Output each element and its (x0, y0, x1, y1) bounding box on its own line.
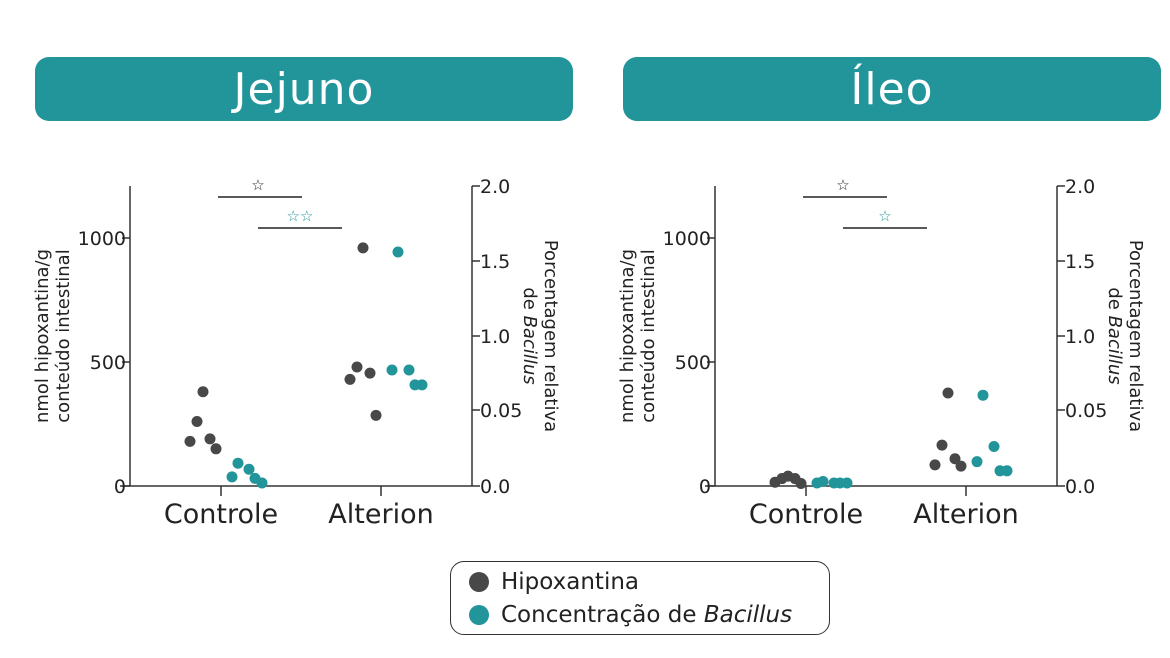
data-point-hipoxantina (936, 439, 948, 451)
y-axis-label-left: nmol hipoxantina/gconteúdo intestinal (32, 249, 74, 423)
y-axis-label-right: Porcentagem relativade Bacillus (1104, 240, 1146, 432)
x-tick-label: Controle (749, 499, 863, 530)
legend-label-bacillus-prefix: Concentração de (501, 602, 704, 628)
data-point-hipoxantina (351, 361, 363, 373)
right-tick-label: 0.05 (480, 400, 522, 422)
banner-jejuno: Jejuno (35, 57, 573, 121)
legend-item-bacillus: Concentração de Bacillus (469, 602, 792, 628)
data-point-hipoxantina (191, 416, 203, 428)
data-point-bacillus (403, 364, 415, 376)
y-axis-label-right-italic: Bacillus (519, 316, 540, 385)
data-point-bacillus (392, 246, 404, 258)
legend: Hipoxantina Concentração de Bacillus (450, 561, 830, 635)
data-point-hipoxantina (344, 373, 356, 385)
data-point-hipoxantina (370, 409, 382, 421)
data-point-bacillus (226, 471, 238, 483)
right-tick-label: 0.0 (1065, 476, 1095, 498)
data-point-hipoxantina (197, 386, 209, 398)
data-point-bacillus (1001, 465, 1013, 477)
data-point-bacillus (841, 477, 853, 489)
y-axis-label-right-line: Porcentagem relativa (540, 240, 561, 432)
right-tick-label: 2.0 (480, 176, 510, 198)
banner-jejuno-title: Jejuno (233, 63, 375, 115)
data-point-bacillus (811, 477, 823, 489)
right-tick-label: 1.5 (480, 251, 510, 273)
y-axis-label-right: Porcentagem relativade Bacillus (519, 240, 561, 432)
data-point-hipoxantina (210, 443, 222, 455)
legend-item-hipoxantina: Hipoxantina (469, 569, 639, 595)
chart-jejuno: 0 500 1000 0.0 0.05 1.0 1.5 2.0 Controle Alterion… (32, 176, 561, 530)
banner-ileo: Íleo (623, 57, 1161, 121)
significance-label: ☆ (878, 207, 891, 225)
data-point-hipoxantina (184, 435, 196, 447)
data-point-hipoxantina (204, 433, 216, 445)
legend-label-bacillus-italic: Bacillus (703, 602, 793, 628)
y-axis-label-right-line: Porcentagem relativa (1125, 240, 1146, 432)
chart-ileo: 0 500 1000 0.0 0.05 1.0 1.5 2.0 Controle Alterion… (617, 176, 1146, 530)
right-tick-label: 2.0 (1065, 176, 1095, 198)
data-point-hipoxantina (357, 242, 369, 254)
x-tick-label: Alterion (913, 499, 1018, 530)
significance-label: ☆ (251, 176, 264, 194)
y-axis-label-left-line: conteúdo intestinal (53, 249, 74, 422)
data-point-bacillus (243, 463, 255, 475)
y-axis-label-right-italic: Bacillus (1104, 316, 1125, 385)
x-tick-label: Controle (164, 499, 278, 530)
right-tick-label: 1.0 (1065, 326, 1095, 348)
data-point-hipoxantina (795, 478, 807, 490)
data-point-bacillus (416, 379, 428, 391)
left-tick-label: 0 (699, 476, 711, 498)
significance-label: ☆☆ (287, 207, 314, 225)
data-point-bacillus (386, 364, 398, 376)
significance-label: ☆ (836, 176, 849, 194)
data-point-bacillus (232, 457, 244, 469)
y-axis-label-right-line: de (519, 287, 540, 315)
left-tick-label: 500 (90, 352, 126, 374)
y-axis-label-left: nmol hipoxantina/gconteúdo intestinal (617, 249, 659, 423)
y-axis-label-right-line: de (1104, 287, 1125, 315)
legend-marker-bacillus (469, 605, 489, 625)
data-point-bacillus (256, 477, 268, 489)
data-point-hipoxantina (942, 387, 954, 399)
y-axis-label-left-line: nmol hipoxantina/g (617, 249, 638, 423)
data-point-hipoxantina (769, 476, 781, 488)
left-tick-label: 1000 (78, 228, 126, 250)
data-point-hipoxantina (955, 460, 967, 472)
data-point-hipoxantina (949, 453, 961, 465)
legend-label-hipoxantina: Hipoxantina (501, 569, 640, 595)
banner-ileo-title: Íleo (850, 63, 934, 115)
y-axis-label-left-line: nmol hipoxantina/g (32, 249, 53, 423)
data-point-bacillus (971, 456, 983, 468)
right-tick-label: 1.0 (480, 326, 510, 348)
data-point-bacillus (988, 440, 1000, 452)
left-tick-label: 1000 (663, 228, 711, 250)
right-tick-label: 0.05 (1065, 400, 1107, 422)
left-tick-label: 500 (675, 352, 711, 374)
legend-marker-hipoxantina (469, 572, 489, 592)
data-point-bacillus (977, 389, 989, 401)
data-point-hipoxantina (364, 367, 376, 379)
y-axis-label-left-line: conteúdo intestinal (638, 249, 659, 422)
left-tick-label: 0 (114, 476, 126, 498)
data-point-hipoxantina (929, 459, 941, 471)
right-tick-label: 0.0 (480, 476, 510, 498)
x-tick-label: Alterion (328, 499, 433, 530)
right-tick-label: 1.5 (1065, 251, 1095, 273)
